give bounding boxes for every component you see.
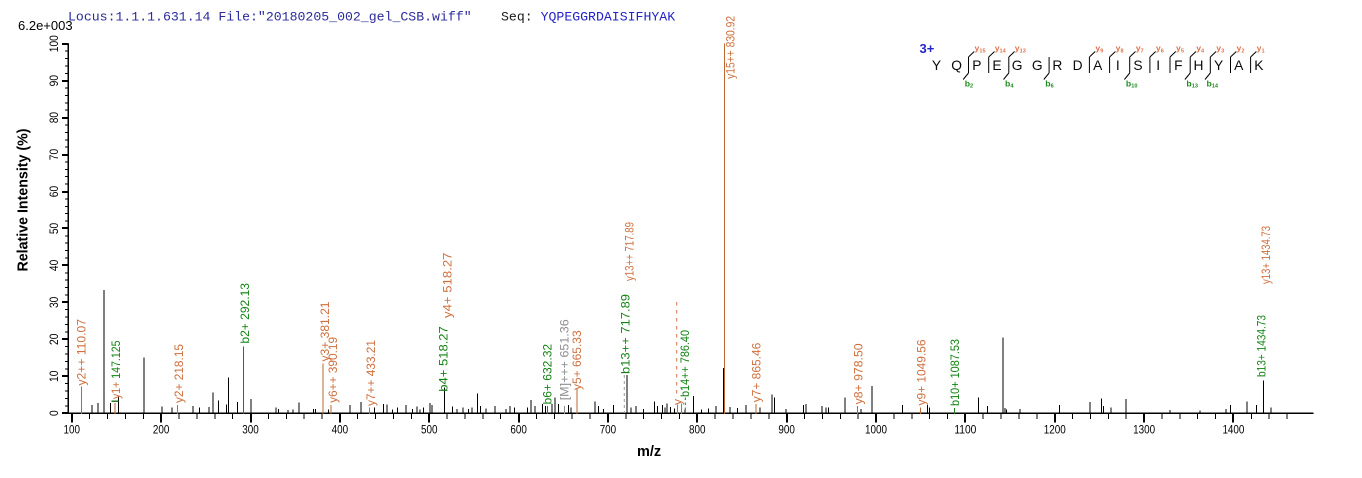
svg-text:1100: 1100 bbox=[954, 423, 976, 437]
svg-text:800: 800 bbox=[689, 423, 706, 437]
svg-text:y14: y14 bbox=[995, 43, 1007, 54]
svg-text:90: 90 bbox=[47, 75, 61, 87]
svg-text:100: 100 bbox=[64, 423, 81, 437]
svg-text:[M]+++ 651.36: [M]+++ 651.36 bbox=[558, 319, 572, 400]
svg-text:y7: y7 bbox=[1136, 43, 1144, 54]
svg-text:b4+ 518.27: b4+ 518.27 bbox=[437, 326, 451, 392]
svg-text:50: 50 bbox=[47, 222, 61, 234]
svg-text:y1+ 147.125: y1+ 147.125 bbox=[109, 340, 123, 399]
svg-text:60: 60 bbox=[47, 185, 61, 197]
svg-text:y5+ 665.33: y5+ 665.33 bbox=[570, 330, 584, 390]
svg-text:b13++ 717.89: b13++ 717.89 bbox=[619, 294, 633, 374]
svg-text:y6++ 390.19: y6++ 390.19 bbox=[326, 337, 340, 403]
svg-text:b4: b4 bbox=[1005, 79, 1014, 90]
svg-text:Seq: YQPEGGRDAISIFHYAK: Seq: YQPEGGRDAISIFHYAK bbox=[501, 9, 675, 24]
svg-text:900: 900 bbox=[778, 423, 795, 437]
svg-text:I: I bbox=[1156, 58, 1160, 73]
svg-text:80: 80 bbox=[47, 112, 61, 124]
svg-text:Y: Y bbox=[932, 58, 941, 73]
svg-text:b6+ 632.32: b6+ 632.32 bbox=[540, 344, 554, 405]
svg-text:b14: b14 bbox=[1207, 79, 1219, 90]
svg-text:y3+ 381.21: y3+ 381.21 bbox=[318, 301, 332, 361]
svg-text:y7++ 433.21: y7++ 433.21 bbox=[364, 340, 378, 406]
svg-text:y15: y15 bbox=[975, 43, 986, 54]
svg-text:y13++ 717.89: y13++ 717.89 bbox=[623, 222, 637, 281]
svg-text:S: S bbox=[1133, 58, 1142, 73]
svg-text:G: G bbox=[1012, 58, 1023, 73]
svg-text:y7+ 865.46: y7+ 865.46 bbox=[750, 342, 764, 402]
svg-text:y9+ 1049.56: y9+ 1049.56 bbox=[914, 339, 928, 405]
svg-text:30: 30 bbox=[47, 296, 61, 308]
svg-text:y1: y1 bbox=[1257, 43, 1265, 54]
svg-text:1000: 1000 bbox=[865, 423, 887, 437]
svg-text:y13+ 1434.73: y13+ 1434.73 bbox=[1259, 226, 1273, 284]
svg-text:6.2e+003: 6.2e+003 bbox=[18, 18, 73, 33]
svg-text:y13: y13 bbox=[1015, 43, 1026, 54]
svg-text:3+: 3+ bbox=[920, 41, 935, 56]
svg-text:1300: 1300 bbox=[1133, 423, 1155, 437]
svg-text:b6: b6 bbox=[1045, 79, 1053, 90]
svg-text:b2+ 292.13: b2+ 292.13 bbox=[238, 283, 252, 344]
svg-text:y4+ 518.27: y4+ 518.27 bbox=[441, 252, 455, 318]
svg-text:20: 20 bbox=[47, 333, 61, 345]
svg-text:b2: b2 bbox=[965, 79, 973, 90]
svg-text:F: F bbox=[1174, 58, 1182, 73]
svg-text:y3: y3 bbox=[1216, 43, 1224, 54]
svg-text:Q: Q bbox=[951, 58, 962, 73]
svg-text:400: 400 bbox=[332, 423, 349, 437]
svg-text:300: 300 bbox=[242, 423, 259, 437]
svg-text:y6: y6 bbox=[1156, 43, 1164, 54]
svg-text:b13: b13 bbox=[1186, 79, 1198, 90]
svg-text:Locus:1.1.1.631.14 File:"20180: Locus:1.1.1.631.14 File:"20180205_002_ge… bbox=[68, 9, 472, 24]
svg-text:y4: y4 bbox=[1196, 43, 1205, 54]
svg-text:y2++ 110.07: y2++ 110.07 bbox=[74, 319, 88, 386]
svg-text:1200: 1200 bbox=[1044, 423, 1066, 437]
svg-text:P: P bbox=[972, 58, 981, 73]
svg-text:A: A bbox=[1234, 58, 1244, 73]
svg-text:D: D bbox=[1073, 58, 1083, 73]
svg-text:Y: Y bbox=[1214, 58, 1223, 73]
svg-text:E: E bbox=[992, 58, 1001, 73]
svg-text:y9: y9 bbox=[1095, 43, 1103, 54]
svg-text:R: R bbox=[1052, 58, 1062, 73]
svg-text:y15++ 830.92: y15++ 830.92 bbox=[724, 16, 738, 79]
svg-text:b10: b10 bbox=[1126, 79, 1138, 90]
svg-text:600: 600 bbox=[510, 423, 527, 437]
svg-text:m/z: m/z bbox=[637, 444, 661, 460]
svg-text:H: H bbox=[1193, 58, 1203, 73]
svg-text:A: A bbox=[1093, 58, 1103, 73]
svg-text:y8+ 978.50: y8+ 978.50 bbox=[851, 343, 865, 404]
svg-text:y2: y2 bbox=[1237, 43, 1245, 54]
svg-text:10: 10 bbox=[47, 370, 61, 382]
svg-text:b10+ 1087.53: b10+ 1087.53 bbox=[948, 339, 962, 406]
svg-text:0: 0 bbox=[47, 410, 61, 416]
svg-text:y2+ 218.15: y2+ 218.15 bbox=[172, 344, 186, 403]
svg-text:y5: y5 bbox=[1176, 43, 1184, 54]
svg-text:y: y bbox=[671, 399, 685, 405]
svg-text:1400: 1400 bbox=[1222, 423, 1244, 437]
svg-text:I: I bbox=[1116, 58, 1120, 73]
svg-text:y8: y8 bbox=[1116, 43, 1124, 54]
svg-text:700: 700 bbox=[600, 423, 617, 437]
svg-text:100: 100 bbox=[47, 35, 61, 52]
svg-text:b13+ 1434.73: b13+ 1434.73 bbox=[1254, 315, 1268, 377]
svg-text:40: 40 bbox=[47, 259, 61, 271]
svg-text:200: 200 bbox=[153, 423, 170, 437]
svg-text:b14++ 786.40: b14++ 786.40 bbox=[678, 330, 692, 397]
svg-text:70: 70 bbox=[47, 148, 61, 160]
svg-text:K: K bbox=[1254, 58, 1264, 73]
svg-text:Relative Intensity (%): Relative Intensity (%) bbox=[16, 128, 32, 271]
svg-text:500: 500 bbox=[421, 423, 438, 437]
svg-text:G: G bbox=[1032, 58, 1043, 73]
